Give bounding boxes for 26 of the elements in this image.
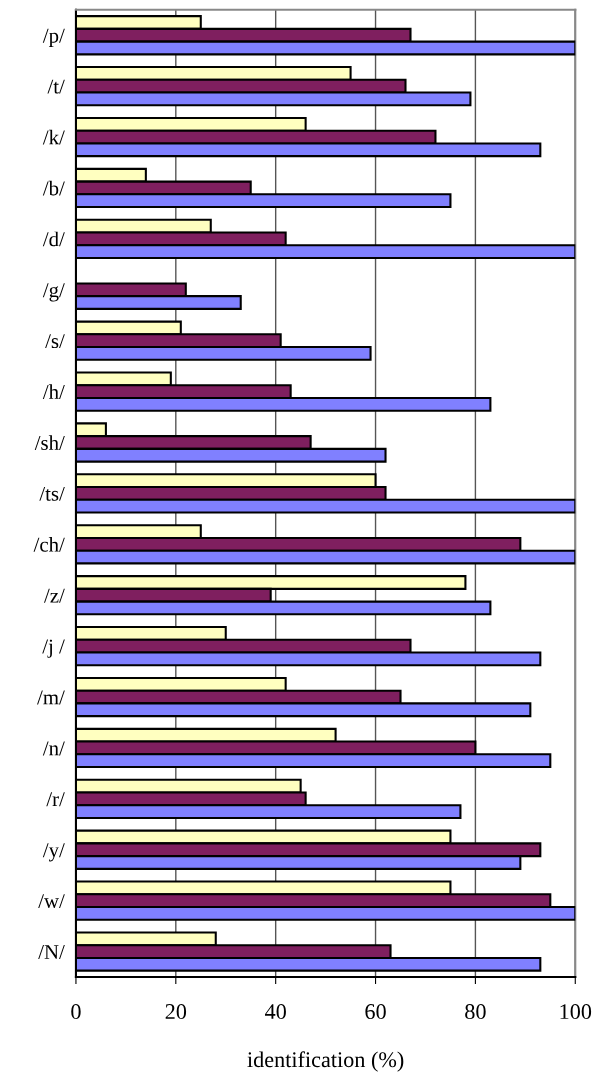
y-tick-label: /p/ (42, 28, 65, 47)
y-tick-label: /j / (42, 639, 65, 658)
y-tick-label: /z/ (44, 588, 65, 603)
y-tick-label: /m/ (37, 690, 65, 705)
y-tick-label: /t/ (47, 79, 65, 94)
y-tick-label: /y/ (42, 843, 65, 862)
y-tick-label: /sh/ (34, 435, 65, 450)
y-tick-label: /ts/ (39, 486, 65, 501)
y-tick-label: /r/ (46, 792, 65, 807)
y-tick-label: /b/ (42, 180, 65, 196)
y-tick-label: /ch/ (33, 537, 65, 552)
y-tick-label: /k/ (42, 129, 65, 145)
x-tick-label: 80 (465, 1004, 486, 1020)
x-tick-label: 40 (265, 1004, 286, 1020)
y-tick-label: /h/ (42, 384, 65, 400)
y-tick-label: /N/ (38, 945, 65, 959)
x-tick-label: 100 (560, 1004, 592, 1020)
y-tick-label: /w/ (38, 894, 65, 909)
x-axis-title: identification (%) (247, 1051, 404, 1072)
x-tick-label: 0 (71, 1004, 81, 1020)
x-tick-label: 20 (165, 1004, 187, 1020)
y-tick-label: /d/ (42, 231, 65, 247)
y-tick-label: /n/ (42, 741, 65, 756)
y-tick-label: /g/ (42, 283, 65, 302)
y-tick-label: /s/ (45, 334, 65, 349)
x-tick-label: 60 (365, 1004, 386, 1020)
